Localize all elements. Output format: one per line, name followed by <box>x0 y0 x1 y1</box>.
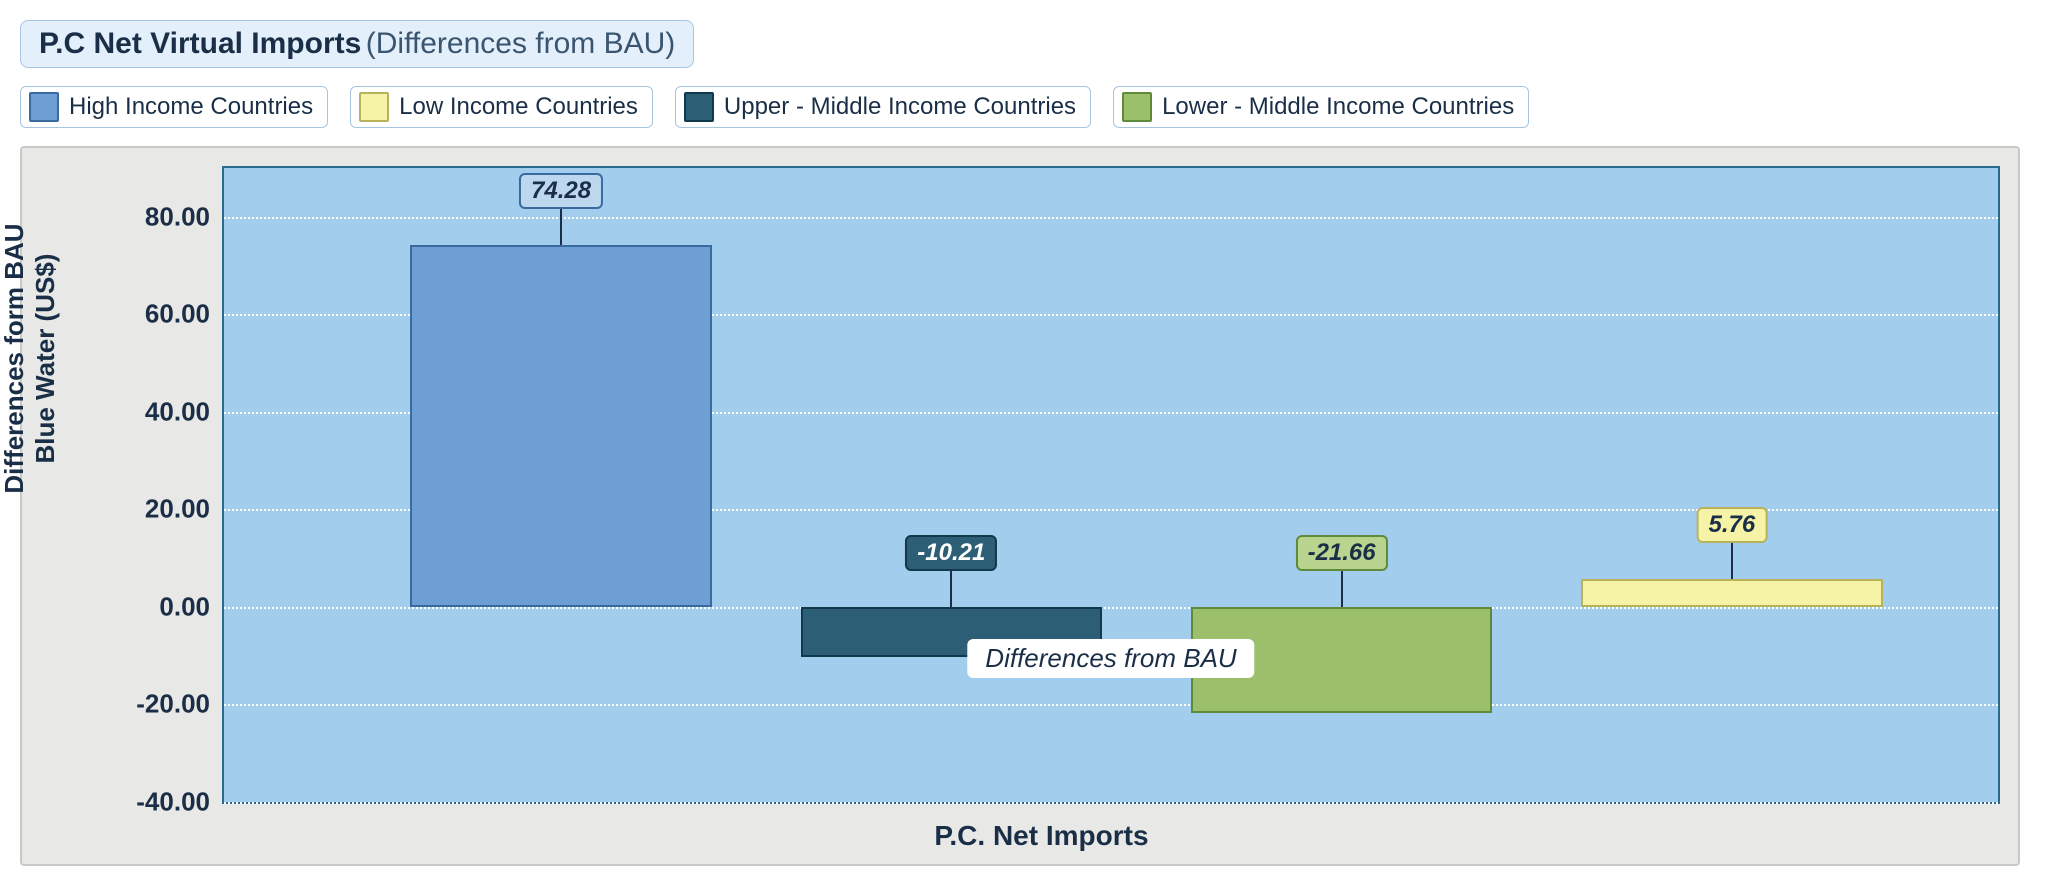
plot-area: -40.00-20.000.0020.0040.0060.0080.0074.2… <box>222 166 2000 804</box>
gridline <box>224 802 1998 804</box>
data-label: -21.66 <box>1296 535 1388 571</box>
gridline <box>224 217 1998 219</box>
leader-line <box>560 207 562 245</box>
y-tick-label: 20.00 <box>145 494 210 525</box>
leader-line <box>1731 541 1733 579</box>
legend-label: Lower - Middle Income Countries <box>1162 93 1514 121</box>
data-label: 74.28 <box>519 173 603 209</box>
y-axis-label: Differences form BAUBlue Water (US$) <box>0 223 61 493</box>
chart-container: Differences form BAUBlue Water (US$) -40… <box>20 146 2020 866</box>
leader-line <box>1341 569 1343 607</box>
gridline <box>224 704 1998 706</box>
chart-title-main: P.C Net Virtual Imports <box>39 27 361 60</box>
legend-item: Low Income Countries <box>350 86 653 128</box>
legend-item: High Income Countries <box>20 86 328 128</box>
bar <box>1581 579 1883 607</box>
leader-line <box>950 569 952 607</box>
y-tick-label: -40.00 <box>136 787 210 818</box>
legend: High Income Countries Low Income Countrie… <box>20 86 2028 128</box>
chart-title-sub: (Differences from BAU) <box>366 27 676 60</box>
y-tick-label: 80.00 <box>145 201 210 232</box>
legend-swatch <box>29 92 59 122</box>
legend-swatch <box>359 92 389 122</box>
legend-label: High Income Countries <box>69 93 313 121</box>
legend-item: Lower - Middle Income Countries <box>1113 86 1529 128</box>
y-tick-label: 0.00 <box>159 591 210 622</box>
y-tick-label: 60.00 <box>145 299 210 330</box>
gridline <box>224 607 1998 609</box>
legend-label: Low Income Countries <box>399 93 638 121</box>
data-label: 5.76 <box>1697 507 1768 543</box>
y-tick-label: 40.00 <box>145 396 210 427</box>
y-tick-label: -20.00 <box>136 689 210 720</box>
legend-label: Upper - Middle Income Countries <box>724 93 1076 121</box>
data-label: -10.21 <box>905 535 997 571</box>
bar <box>410 245 712 607</box>
center-annotation: Differences from BAU <box>967 639 1254 678</box>
legend-swatch <box>1122 92 1152 122</box>
x-axis-label: P.C. Net Imports <box>934 820 1148 852</box>
legend-swatch <box>684 92 714 122</box>
legend-item: Upper - Middle Income Countries <box>675 86 1091 128</box>
chart-title-pill: P.C Net Virtual Imports (Differences fro… <box>20 20 694 68</box>
